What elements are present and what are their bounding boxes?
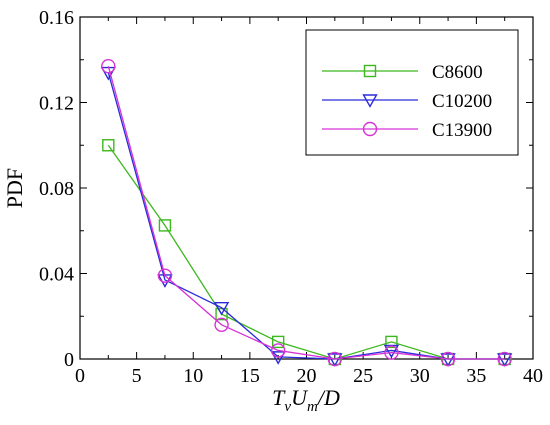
data-point-c8600 (102, 139, 115, 152)
x-tick-label: 35 (466, 365, 486, 387)
series-layer (100, 58, 513, 367)
x-axis-title-sub: m (307, 399, 318, 415)
data-point-c13900 (157, 268, 173, 283)
data-point-c8600 (158, 219, 172, 232)
legend-label-c10200: C10200 (432, 91, 492, 112)
x-tick-label: 0 (75, 365, 85, 387)
data-point-c13900 (497, 351, 512, 367)
data-point-c13900 (214, 317, 229, 332)
x-axis-title-part: T (272, 385, 286, 410)
data-point-c10200 (213, 302, 230, 316)
x-tick-label: 25 (353, 365, 373, 387)
y-axis-title: PDF (2, 168, 27, 208)
y-tick-label: 0.16 (39, 7, 74, 29)
data-point-c10200 (327, 353, 343, 367)
y-tick-label: 0.08 (39, 178, 74, 200)
legend-label-c13900: C13900 (432, 120, 492, 141)
legend-entries: C8600 C10200 C13900 (322, 62, 492, 141)
x-tick-label: 20 (297, 365, 317, 387)
data-point-c8600 (271, 335, 285, 349)
y-tick-label: 0.12 (39, 93, 74, 115)
y-axis-ticks: 0 0.04 0.08 0.12 0.16 (39, 7, 533, 371)
series-line-c8600 (107, 144, 505, 360)
x-tick-label: 15 (240, 365, 260, 387)
legend-marker-c13900 (362, 121, 378, 137)
x-axis-title-sub: v (284, 399, 291, 415)
x-axis-title: TvUm/D (272, 385, 340, 415)
legend-marker-c8600 (363, 64, 377, 78)
data-point-c13900 (440, 351, 456, 367)
y-tick-label: 0.04 (39, 264, 74, 286)
legend: C8600 C10200 C13900 (305, 29, 519, 156)
data-point-c13900 (101, 58, 116, 74)
x-axis-title-part: U (291, 385, 309, 410)
data-point-c13900 (327, 351, 343, 367)
legend-box (305, 29, 519, 156)
x-tick-label: 30 (410, 365, 430, 387)
data-point-c13900 (384, 345, 399, 360)
data-point-c8600 (215, 307, 228, 321)
legend-marker-c10200 (362, 94, 378, 108)
x-tick-label: 10 (183, 365, 203, 387)
x-axis-ticks: 0 5 10 15 20 25 30 35 40 (75, 17, 543, 387)
data-point-c10200 (270, 351, 286, 365)
data-point-c13900 (270, 343, 286, 358)
legend-label-c8600: C8600 (432, 62, 483, 83)
x-axis-title-part: /D (316, 385, 340, 410)
series-line-c13900 (107, 65, 505, 360)
x-tick-label: 5 (132, 365, 142, 387)
y-tick-label: 0 (64, 349, 74, 371)
data-point-c8600 (385, 335, 398, 349)
data-point-c10200 (440, 353, 456, 367)
x-tick-label: 40 (523, 365, 543, 387)
data-point-c10200 (496, 353, 513, 367)
